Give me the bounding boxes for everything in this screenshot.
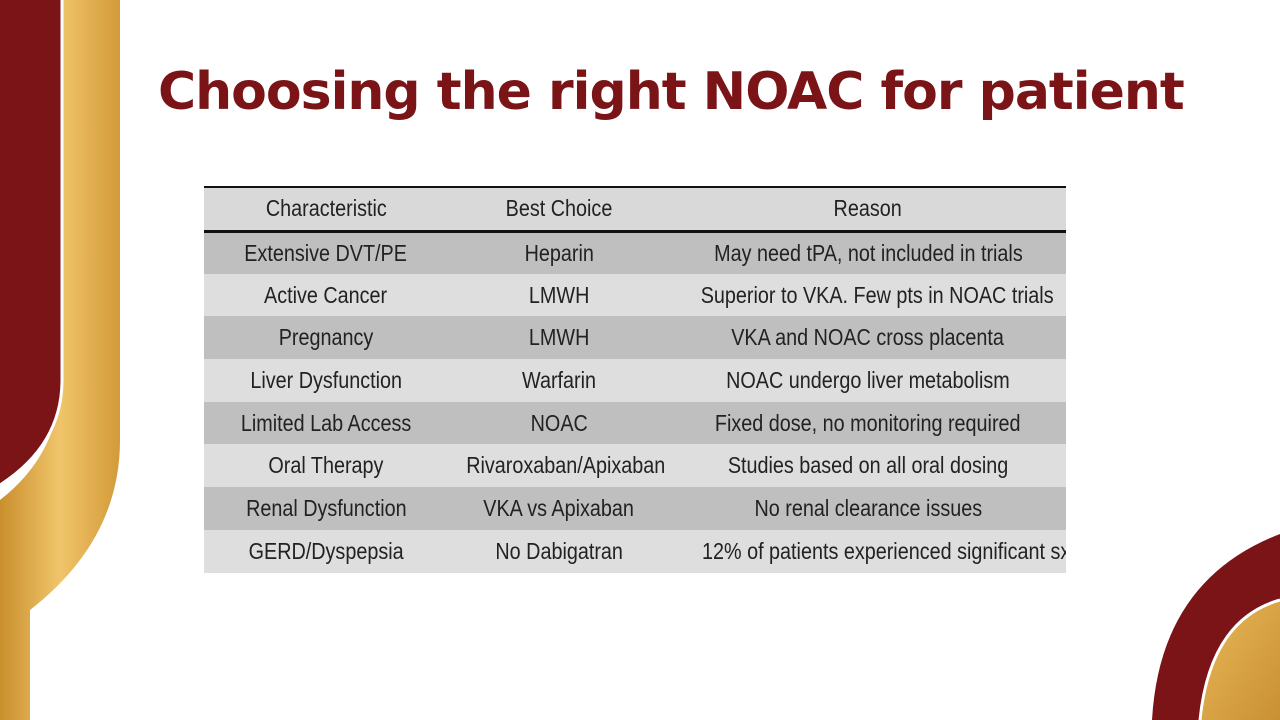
cell-reason: No renal clearance issues	[754, 494, 982, 521]
cell-characteristic: Liver Dysfunction	[250, 366, 402, 393]
cell-reason: VKA and NOAC cross placenta	[731, 324, 1005, 351]
table-row: Renal Dysfunction VKA vs Apixaban No ren…	[204, 487, 1066, 530]
cell-best-choice: Warfarin	[521, 366, 597, 393]
cell-reason: NOAC undergo liver metabolism	[726, 366, 1010, 393]
table-row: Pregnancy LMWH VKA and NOAC cross placen…	[204, 316, 1066, 360]
cell-best-choice: No Dabigatran	[495, 537, 623, 564]
cell-characteristic: Extensive DVT/PE	[244, 239, 408, 266]
cell-best-choice: LMWH	[528, 324, 590, 351]
table-row: Oral Therapy Rivaroxaban/Apixaban Studie…	[204, 444, 1066, 488]
table-header-row: Characteristic Best Choice Reason	[204, 186, 1066, 233]
cell-best-choice: NOAC	[530, 409, 588, 436]
cell-reason: 12% of patients experienced significant …	[701, 537, 1066, 564]
cell-reason: Studies based on all oral dosing	[727, 452, 1009, 479]
table-row: Active Cancer LMWH Superior to VKA. Few …	[204, 273, 1066, 317]
cell-reason: Superior to VKA. Few pts in NOAC trials	[700, 281, 1054, 308]
cell-best-choice: Heparin	[524, 239, 594, 266]
cell-characteristic: Limited Lab Access	[240, 409, 412, 436]
header-characteristic: Characteristic	[204, 186, 448, 233]
cell-characteristic: Renal Dysfunction	[245, 494, 407, 521]
cell-reason: Fixed dose, no monitoring required	[715, 409, 1021, 436]
cell-characteristic: GERD/Dyspepsia	[248, 537, 404, 564]
cell-best-choice: LMWH	[528, 281, 590, 308]
header-reason: Reason	[670, 186, 1066, 233]
cell-characteristic: Pregnancy	[278, 324, 374, 351]
slide-title: Choosing the right NOAC for patient	[158, 62, 1185, 122]
table-row: Extensive DVT/PE Heparin May need tPA, n…	[204, 231, 1066, 274]
noac-choice-table: Characteristic Best Choice Reason Extens…	[204, 186, 1066, 573]
table-row: Limited Lab Access NOAC Fixed dose, no m…	[204, 401, 1066, 445]
header-best-choice: Best Choice	[448, 186, 670, 233]
cell-best-choice: VKA vs Apixaban	[483, 494, 635, 521]
cell-characteristic: Active Cancer	[264, 281, 388, 308]
table-row: GERD/Dyspepsia No Dabigatran 12% of pati…	[204, 529, 1066, 573]
cell-best-choice: Rivaroxaban/Apixaban	[466, 452, 666, 479]
cell-characteristic: Oral Therapy	[268, 452, 384, 479]
table-row: Liver Dysfunction Warfarin NOAC undergo …	[204, 359, 1066, 402]
cell-reason: May need tPA, not included in trials	[713, 239, 1023, 266]
